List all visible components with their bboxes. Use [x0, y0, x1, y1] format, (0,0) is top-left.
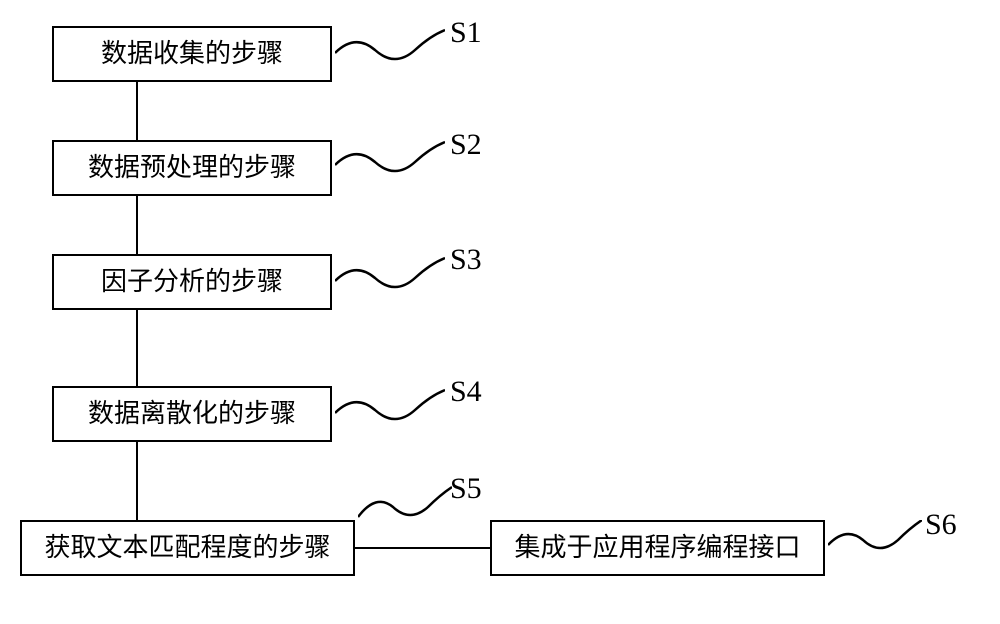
step-label-s2: S2 [450, 128, 482, 162]
edge-s3-s4 [136, 310, 138, 386]
squiggle-s5 [358, 485, 452, 525]
step-label-s5: S5 [450, 472, 482, 506]
squiggle-s1 [335, 28, 445, 68]
flowchart-node-s3: 因子分析的步骤 [52, 254, 332, 310]
edge-s5-s6 [355, 547, 490, 549]
node-label: 数据离散化的步骤 [88, 398, 296, 429]
step-label-s4: S4 [450, 375, 482, 409]
flowchart-node-s2: 数据预处理的步骤 [52, 140, 332, 196]
edge-s2-s3 [136, 196, 138, 254]
node-label: 获取文本匹配程度的步骤 [44, 532, 330, 563]
squiggle-s4 [335, 388, 445, 428]
squiggle-s3 [335, 256, 445, 296]
flowchart-node-s5: 获取文本匹配程度的步骤 [20, 520, 355, 576]
squiggle-s2 [335, 140, 445, 180]
edge-s1-s2 [136, 82, 138, 140]
step-label-s3: S3 [450, 243, 482, 277]
step-label-s1: S1 [450, 16, 482, 50]
edge-s4-s5 [136, 442, 138, 520]
node-label: 数据预处理的步骤 [88, 152, 296, 183]
node-label: 集成于应用程序编程接口 [514, 532, 800, 563]
flowchart-node-s6: 集成于应用程序编程接口 [490, 520, 825, 576]
flowchart-node-s1: 数据收集的步骤 [52, 26, 332, 82]
step-label-s6: S6 [925, 508, 957, 542]
node-label: 数据收集的步骤 [101, 38, 283, 69]
flowchart-node-s4: 数据离散化的步骤 [52, 386, 332, 442]
squiggle-s6 [828, 520, 922, 560]
node-label: 因子分析的步骤 [101, 266, 283, 297]
